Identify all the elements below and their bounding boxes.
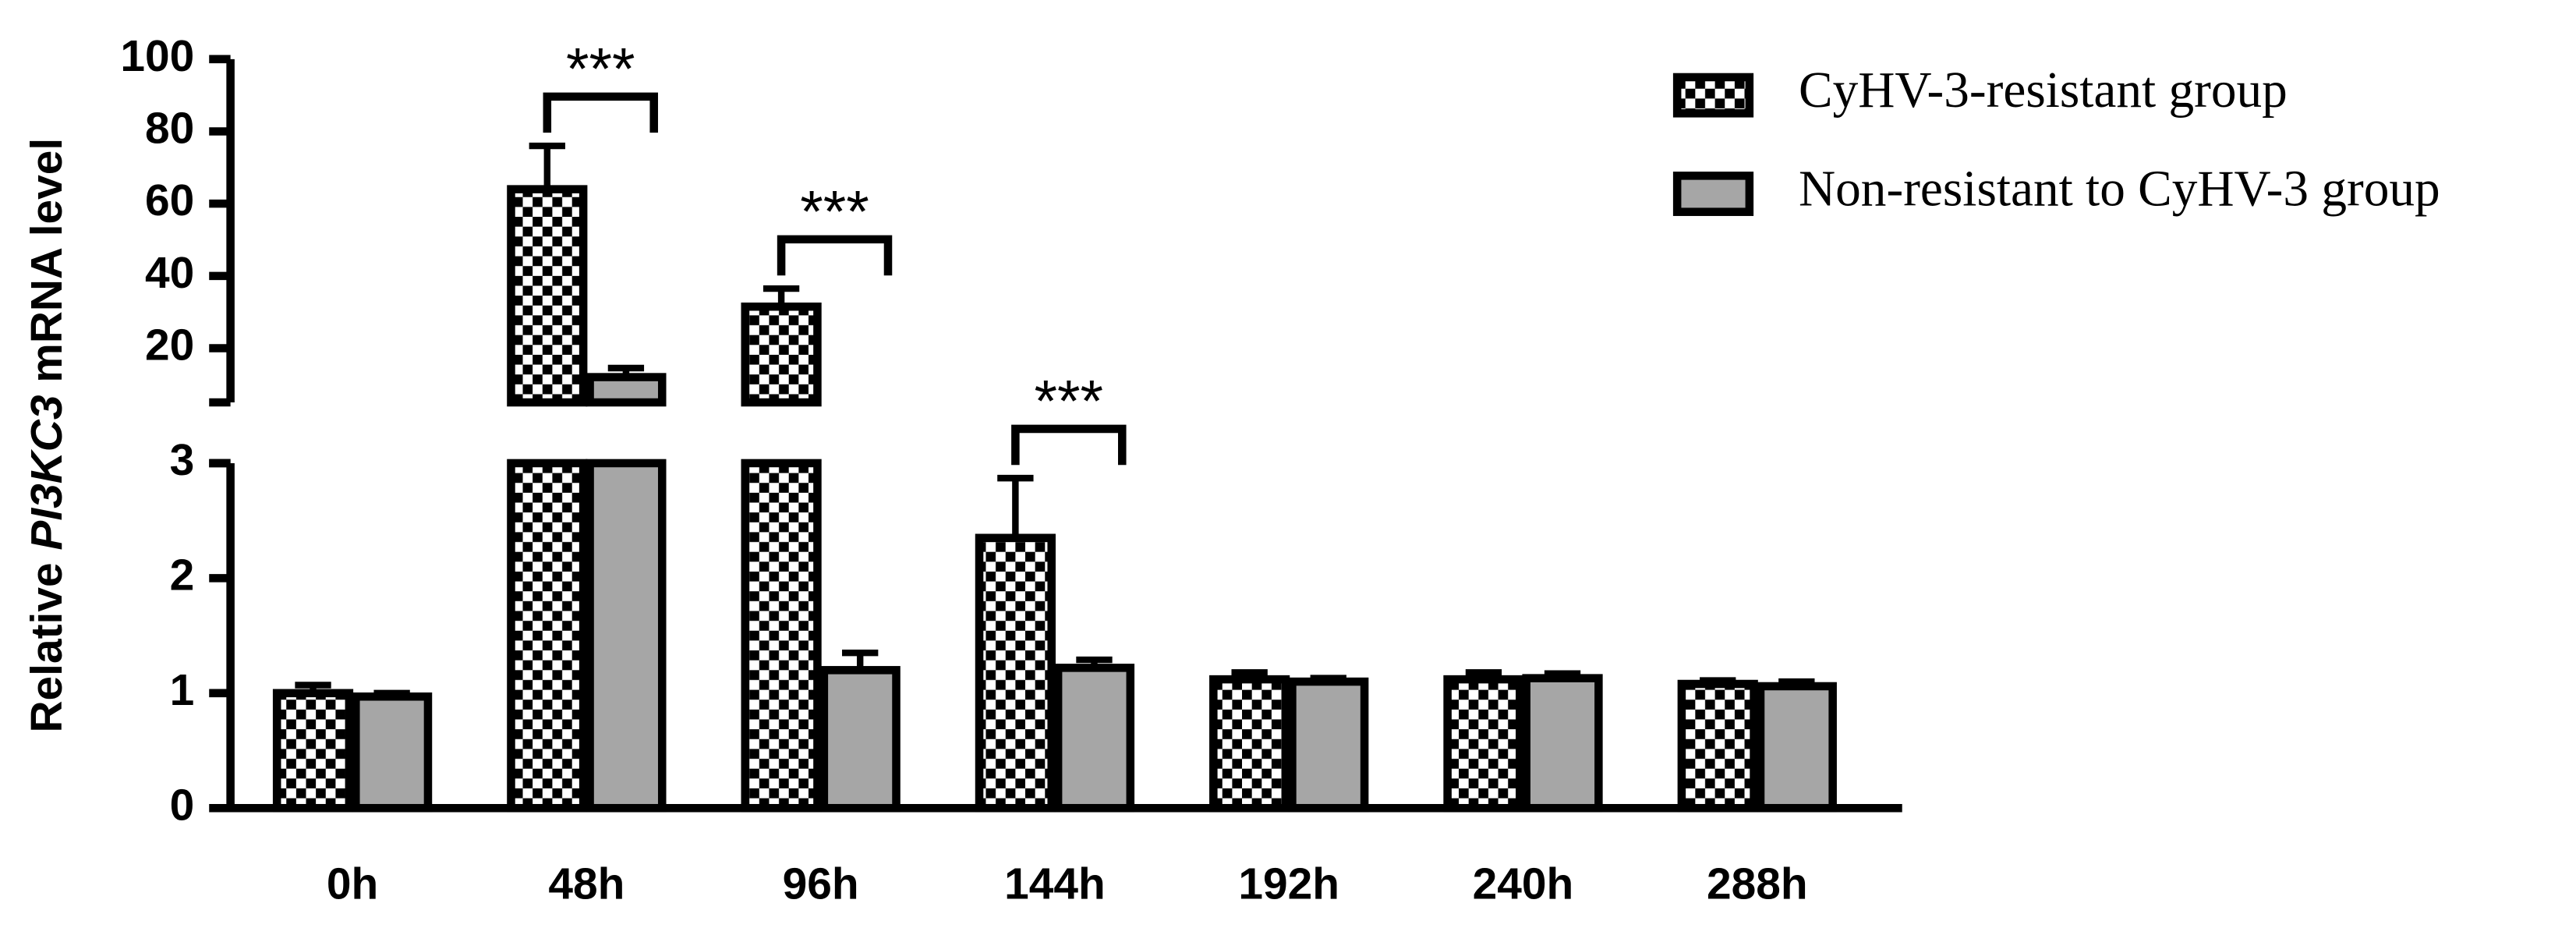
error-bar (842, 650, 879, 671)
bar-segment (1677, 679, 1758, 813)
y-tick-label: 60 (145, 176, 194, 225)
x-tick-label: 96h (783, 859, 859, 909)
significance-label: *** (566, 36, 635, 102)
legend-swatch (1672, 172, 1754, 216)
bar (975, 533, 1056, 813)
bar (1288, 677, 1369, 813)
error-bar (997, 474, 1034, 538)
x-tick-label: 192h (1238, 859, 1339, 909)
bar-segment (1053, 664, 1135, 813)
x-tick-label: 48h (548, 859, 625, 909)
legend-label: CyHV-3-resistant group (1799, 62, 2288, 119)
bar-segment (741, 459, 822, 813)
y-tick-label: 2 (170, 551, 195, 600)
significance-label: *** (800, 179, 869, 245)
bar-segment (507, 459, 588, 813)
error-bar (1700, 677, 1736, 685)
error-bar (1076, 656, 1113, 668)
bar (507, 185, 588, 813)
y-tick-label: 80 (145, 104, 194, 154)
bar-segment (352, 692, 433, 813)
bar (819, 666, 901, 813)
y-tick-label: 40 (145, 249, 194, 298)
bar (1209, 675, 1290, 813)
bar (352, 692, 433, 813)
error-bar (295, 682, 331, 693)
error-bar (1310, 675, 1346, 682)
error-bar (1778, 678, 1815, 686)
bar (1756, 682, 1837, 813)
y-axis-label: Relative PI3KC3 mRNA level (23, 138, 72, 733)
y-tick-label: 20 (145, 321, 194, 370)
error-bar (763, 285, 800, 307)
x-tick-label: 144h (1004, 859, 1106, 909)
x-tick-label: 0h (327, 859, 378, 909)
legend-label: Non-resistant to CyHV-3 group (1799, 161, 2440, 218)
bar-segment (819, 666, 901, 813)
error-bar (373, 689, 410, 697)
bar-segment (1209, 675, 1290, 813)
bar (1443, 675, 1524, 813)
bar (1053, 664, 1135, 813)
error-bar (529, 142, 565, 189)
bar (272, 689, 354, 813)
bar-segment (1522, 674, 1603, 813)
bar-segment (586, 373, 667, 407)
bar-segment (975, 533, 1056, 813)
bar-segment (272, 689, 354, 813)
bar (741, 302, 822, 813)
y-tick-label: 0 (170, 781, 195, 830)
error-bar (1231, 669, 1268, 680)
bar-segment (741, 302, 822, 407)
bar-segment (507, 185, 588, 407)
x-tick-label: 288h (1707, 859, 1808, 909)
x-tick-label: 240h (1473, 859, 1574, 909)
bar (1522, 674, 1603, 813)
significance-label: *** (1035, 368, 1104, 434)
bar (1677, 679, 1758, 813)
y-tick-label: 3 (170, 436, 195, 485)
error-bar (1544, 670, 1581, 678)
bar-segment (1756, 682, 1837, 813)
significance-bracket (777, 235, 893, 276)
significance-bracket (1011, 424, 1127, 466)
bar (586, 373, 667, 813)
y-tick-label: 1 (170, 666, 195, 715)
y-tick-label: 100 (120, 32, 194, 81)
bar-segment (1288, 677, 1369, 813)
legend-swatch (1672, 73, 1754, 118)
significance-bracket (543, 92, 658, 133)
error-bar (607, 364, 645, 377)
bar-segment (1443, 675, 1524, 813)
bar-segment (586, 459, 667, 813)
error-bar (1465, 669, 1502, 680)
